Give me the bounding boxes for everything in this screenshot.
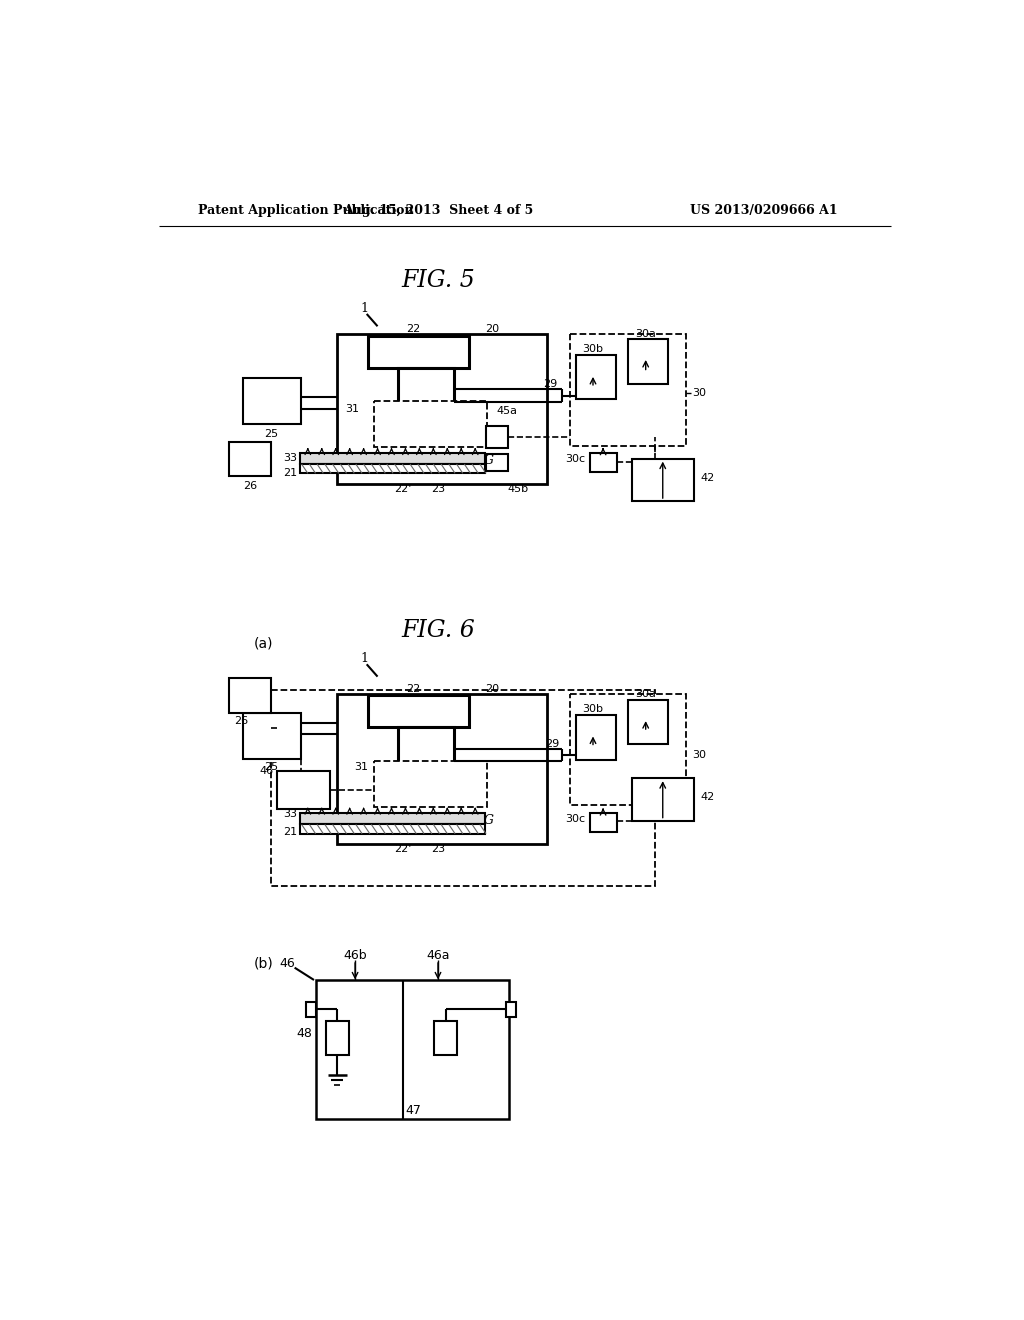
Text: FIG. 5: FIG. 5: [401, 268, 475, 292]
Text: 20: 20: [485, 325, 500, 334]
Text: 30: 30: [692, 750, 707, 760]
Bar: [590, 453, 617, 471]
Bar: [486, 454, 508, 471]
Text: 30b: 30b: [583, 345, 603, 354]
Bar: [300, 453, 484, 465]
Text: 33: 33: [283, 809, 297, 818]
Text: 22: 22: [407, 325, 420, 334]
Bar: [375, 401, 486, 447]
Text: 45a: 45a: [496, 407, 517, 416]
Text: 22: 22: [407, 684, 420, 694]
Text: G: G: [483, 454, 494, 467]
Bar: [271, 689, 655, 886]
Text: 26: 26: [244, 480, 257, 491]
Text: 31: 31: [345, 404, 359, 413]
Text: 46: 46: [259, 766, 273, 776]
Text: 20: 20: [485, 684, 500, 694]
Text: 46: 46: [279, 957, 295, 970]
Text: G: G: [483, 814, 494, 828]
Text: 33: 33: [283, 453, 297, 462]
Bar: [337, 334, 547, 484]
Bar: [243, 378, 301, 424]
Text: 46b: 46b: [343, 949, 367, 962]
Bar: [300, 813, 484, 825]
Bar: [326, 1020, 349, 1056]
Text: 48: 48: [297, 1027, 312, 1040]
Text: 42: 42: [700, 473, 714, 483]
Text: 30a: 30a: [635, 689, 656, 698]
Text: 25: 25: [264, 429, 279, 440]
Text: 22': 22': [394, 843, 412, 854]
Bar: [276, 771, 330, 809]
Text: 26: 26: [234, 715, 248, 726]
Bar: [337, 693, 547, 843]
Text: 30a: 30a: [635, 329, 656, 339]
Bar: [315, 979, 509, 1118]
Text: 25: 25: [264, 762, 279, 772]
Text: 30c: 30c: [565, 454, 586, 463]
Text: 29: 29: [544, 379, 557, 389]
Text: 45b: 45b: [508, 484, 528, 495]
Bar: [228, 678, 271, 713]
Text: 30b: 30b: [583, 704, 603, 714]
Bar: [590, 813, 617, 832]
Text: 1: 1: [360, 652, 369, 665]
Text: 23: 23: [431, 484, 445, 495]
Bar: [569, 334, 686, 446]
Text: FIG. 6: FIG. 6: [401, 619, 475, 642]
Text: 30: 30: [692, 388, 707, 399]
Bar: [434, 1020, 458, 1056]
Bar: [628, 339, 669, 384]
Text: 31: 31: [354, 762, 369, 772]
Bar: [300, 825, 484, 834]
Text: 47: 47: [406, 1105, 421, 1118]
Text: US 2013/0209666 A1: US 2013/0209666 A1: [690, 205, 838, 218]
Bar: [575, 715, 616, 760]
Bar: [575, 355, 616, 400]
Bar: [228, 442, 271, 477]
Bar: [300, 465, 484, 474]
Text: 22': 22': [394, 484, 412, 495]
Text: 21: 21: [283, 467, 297, 478]
Text: 42: 42: [700, 792, 714, 803]
Bar: [569, 693, 686, 805]
Text: 30c: 30c: [565, 814, 586, 824]
Bar: [397, 368, 454, 445]
Bar: [506, 1002, 515, 1016]
Bar: [628, 700, 669, 744]
Text: Aug. 15, 2013  Sheet 4 of 5: Aug. 15, 2013 Sheet 4 of 5: [343, 205, 534, 218]
Bar: [397, 727, 454, 804]
Bar: [243, 713, 301, 759]
Bar: [369, 696, 469, 727]
Bar: [632, 459, 693, 502]
Text: 21: 21: [283, 828, 297, 837]
Text: 23: 23: [431, 843, 445, 854]
Text: 29: 29: [546, 739, 560, 748]
Bar: [369, 335, 469, 368]
Bar: [306, 1002, 315, 1016]
Text: 1: 1: [360, 302, 369, 315]
Text: (b): (b): [254, 956, 273, 970]
Bar: [632, 779, 693, 821]
Text: 46a: 46a: [426, 949, 450, 962]
Bar: [486, 426, 508, 447]
Text: Patent Application Publication: Patent Application Publication: [198, 205, 414, 218]
Text: (a): (a): [254, 636, 273, 651]
Bar: [375, 760, 486, 807]
